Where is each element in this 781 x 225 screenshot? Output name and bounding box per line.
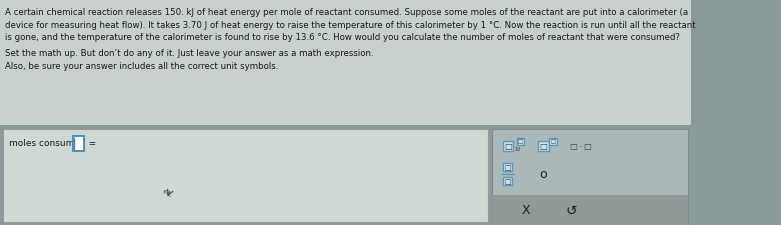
Text: moles consumed =: moles consumed =	[9, 138, 99, 147]
Bar	[504, 177, 512, 185]
Bar	[517, 138, 524, 145]
Bar	[2, 129, 487, 222]
Text: device for measuring heat flow). It takes 3.70 J of heat energy to raise the tem: device for measuring heat flow). It take…	[5, 20, 696, 29]
Text: □: □	[505, 164, 512, 170]
Text: A certain chemical reaction releases 150. kJ of heat energy per mole of reactant: A certain chemical reaction releases 150…	[5, 8, 688, 17]
Bar	[504, 163, 512, 171]
Bar	[492, 129, 688, 225]
Text: o: o	[540, 168, 547, 181]
Text: ↖: ↖	[161, 187, 172, 200]
Text: ↺: ↺	[565, 203, 577, 217]
Text: X: X	[521, 204, 530, 216]
Text: 10: 10	[515, 147, 521, 152]
Bar	[0, 0, 691, 126]
Text: □: □	[504, 142, 512, 151]
Text: □: □	[569, 142, 577, 151]
Text: □: □	[551, 139, 555, 144]
Bar	[538, 141, 548, 151]
Text: Set the math up. But don’t do any of it. Just leave your answer as a math expres: Set the math up. But don’t do any of it.…	[5, 49, 374, 58]
Text: □: □	[505, 178, 512, 184]
Bar	[492, 195, 688, 225]
Bar	[502, 141, 513, 151]
Bar	[73, 136, 84, 151]
Bar	[550, 138, 557, 145]
Text: □: □	[583, 142, 591, 151]
Text: □: □	[540, 142, 547, 151]
Text: ·: ·	[579, 141, 582, 151]
Text: is gone, and the temperature of the calorimeter is found to rise by 13.6 °C. How: is gone, and the temperature of the calo…	[5, 33, 680, 42]
Text: □: □	[518, 139, 522, 144]
Text: Also, be sure your answer includes all the correct unit symbols.: Also, be sure your answer includes all t…	[5, 62, 279, 71]
